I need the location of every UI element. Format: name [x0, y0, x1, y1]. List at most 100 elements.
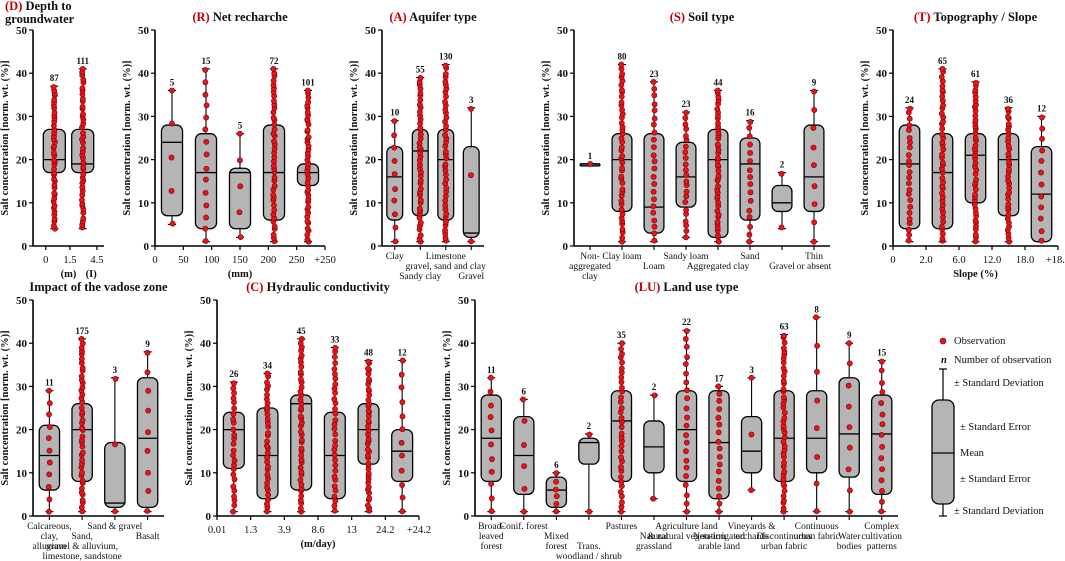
- observation-dot: [271, 138, 277, 145]
- n-label: 3: [113, 365, 118, 375]
- observation-dot: [203, 102, 210, 109]
- observation-dot: [305, 204, 312, 210]
- observation-dot: [392, 238, 399, 245]
- observation-dot: [416, 205, 423, 212]
- observation-dot: [365, 417, 372, 424]
- observation-dot: [650, 144, 657, 151]
- observation-dot: [231, 476, 238, 483]
- observation-dot: [972, 231, 979, 238]
- observation-dot: [399, 482, 405, 488]
- category-label: Continuous: [795, 522, 839, 532]
- observation-dot: [650, 495, 657, 502]
- observation-dot: [297, 428, 304, 435]
- observation-dot: [442, 202, 449, 209]
- observation-dot: [715, 477, 722, 484]
- observation-dot: [683, 457, 690, 464]
- observation-dot: [231, 457, 238, 464]
- observation-dot: [468, 238, 475, 245]
- category-label: Basalt: [136, 532, 160, 542]
- category-label: aggregated: [569, 262, 611, 272]
- observation-dot: [145, 469, 151, 476]
- category-label: Complex: [864, 522, 899, 532]
- observation-dot: [716, 493, 723, 500]
- observation-dot: [714, 106, 721, 112]
- category-label: Sand & gravel: [87, 522, 142, 532]
- observation-dot: [552, 486, 559, 493]
- n-label: 9: [145, 339, 150, 349]
- observation-dot: [747, 158, 753, 165]
- observation-dot: [202, 176, 209, 183]
- observation-dot: [813, 425, 820, 432]
- box-group: 44: [707, 77, 729, 245]
- observation-dot: [365, 365, 371, 372]
- observation-dot: [417, 185, 424, 192]
- observation-dot: [972, 142, 979, 149]
- observation-dot: [1005, 106, 1011, 112]
- observation-dot: [298, 376, 304, 383]
- observation-dot: [684, 414, 690, 421]
- panel-title: (C) Hydraulic conductivity: [246, 280, 391, 294]
- observation-dot: [487, 388, 494, 395]
- n-label: 10: [390, 108, 400, 118]
- observation-dot: [617, 489, 624, 495]
- observation-dot: [682, 199, 689, 205]
- category-label: Discontinuous: [757, 532, 812, 542]
- observation-dot: [202, 238, 209, 244]
- observation-dot: [80, 130, 86, 136]
- observation-dot: [488, 402, 494, 409]
- observation-dot: [619, 87, 625, 94]
- box-group: 24: [898, 95, 921, 244]
- observation-dot: [906, 231, 913, 238]
- observation-dot: [1005, 212, 1012, 218]
- observation-dot: [230, 483, 237, 490]
- observation-dot: [203, 114, 210, 121]
- category-label: leaved: [479, 532, 504, 542]
- observation-dot: [112, 441, 118, 448]
- observation-dot: [939, 235, 946, 242]
- n-label: 9: [812, 77, 817, 87]
- observation-dot: [619, 384, 625, 391]
- x-tick-label: 13: [346, 525, 357, 536]
- y-tick-label: 10: [16, 468, 28, 480]
- x-axis-label: Slope (%): [953, 269, 998, 280]
- y-axis-label: Salt concentration [norm. wt. (%)]: [184, 330, 195, 485]
- observation-dot: [682, 115, 689, 121]
- x-tick-label: 3.9: [278, 525, 291, 536]
- box-group: 5: [160, 77, 184, 227]
- observation-dot: [46, 471, 53, 478]
- observation-dot: [331, 366, 338, 373]
- observation-dot: [237, 183, 244, 190]
- observation-dot: [939, 190, 945, 197]
- observation-dot: [270, 65, 277, 72]
- y-tick-label: 20: [16, 155, 28, 167]
- observation-dot: [938, 74, 945, 80]
- y-axis-label: Salt concentration [norm. wt. (%)]: [860, 60, 871, 215]
- observation-dot: [939, 131, 946, 138]
- observation-dot: [938, 223, 945, 230]
- y-tick-label: 30: [16, 111, 28, 123]
- y-tick-label: 30: [16, 381, 28, 393]
- box-group: 3: [462, 95, 480, 245]
- observation-dot: [683, 234, 689, 241]
- observation-dot: [781, 339, 788, 346]
- observation-dot: [651, 223, 658, 230]
- observation-dot: [714, 155, 721, 162]
- se-box: [228, 167, 252, 230]
- observation-dot: [230, 447, 237, 454]
- category-label: Sand,: [71, 532, 92, 542]
- observation-dot: [46, 459, 53, 466]
- observation-dot: [878, 358, 885, 365]
- n-label: 36: [1004, 95, 1014, 105]
- y-axis-label: Salt concentration [norm. wt. (%)]: [0, 60, 11, 215]
- observation-dot: [297, 396, 304, 403]
- observation-dot: [905, 152, 912, 158]
- panel-title-letter: (R): [192, 10, 212, 24]
- observation-dot: [270, 231, 277, 238]
- observation-dot: [814, 454, 821, 460]
- observation-dot: [878, 455, 885, 462]
- category-label: Non-: [580, 252, 600, 262]
- observation-dot: [365, 358, 372, 365]
- observation-dot: [236, 130, 243, 137]
